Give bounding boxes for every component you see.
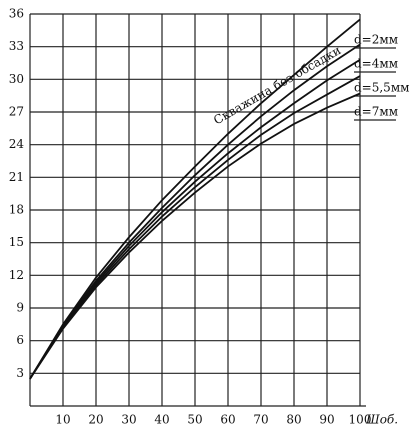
y-tick-label: 24 — [9, 137, 25, 151]
x-tick-label: 80 — [286, 413, 301, 427]
x-tick-label: 20 — [88, 413, 103, 427]
y-tick-label: 6 — [16, 333, 24, 347]
legend-label: d=2мм — [354, 33, 398, 47]
x-tick-label: 90 — [319, 413, 334, 427]
y-tick-label: 12 — [9, 268, 24, 282]
y-tick-label: 15 — [9, 235, 24, 249]
y-tick-label: 21 — [9, 170, 24, 184]
line-series — [29, 43, 361, 380]
x-tick-label: 100 — [349, 413, 372, 427]
y-tick-label: 18 — [9, 203, 24, 217]
line-series — [29, 58, 361, 380]
y-tick-label: 30 — [9, 72, 24, 86]
y-tick-label: 36 — [9, 7, 24, 21]
line-series — [29, 18, 361, 380]
x-tick-label: 50 — [187, 413, 202, 427]
x-tick-label: 40 — [154, 413, 169, 427]
x-tick-label: 30 — [121, 413, 136, 427]
legend-label: d=5,5мм — [354, 81, 410, 95]
x-tick-label: 10 — [55, 413, 70, 427]
y-tick-label: 27 — [9, 105, 24, 119]
legend-label: d=4мм — [354, 57, 398, 71]
y-tick-label: 33 — [9, 39, 24, 53]
x-tick-label: 70 — [253, 413, 268, 427]
y-tick-label: 9 — [16, 301, 24, 315]
line-series — [29, 92, 361, 380]
y-tick-label: 3 — [16, 366, 24, 380]
line-series — [29, 75, 361, 380]
x-tick-label: 60 — [220, 413, 235, 427]
x-axis-label: Шоб. — [365, 413, 398, 427]
legend-label: d=7мм — [354, 105, 398, 119]
